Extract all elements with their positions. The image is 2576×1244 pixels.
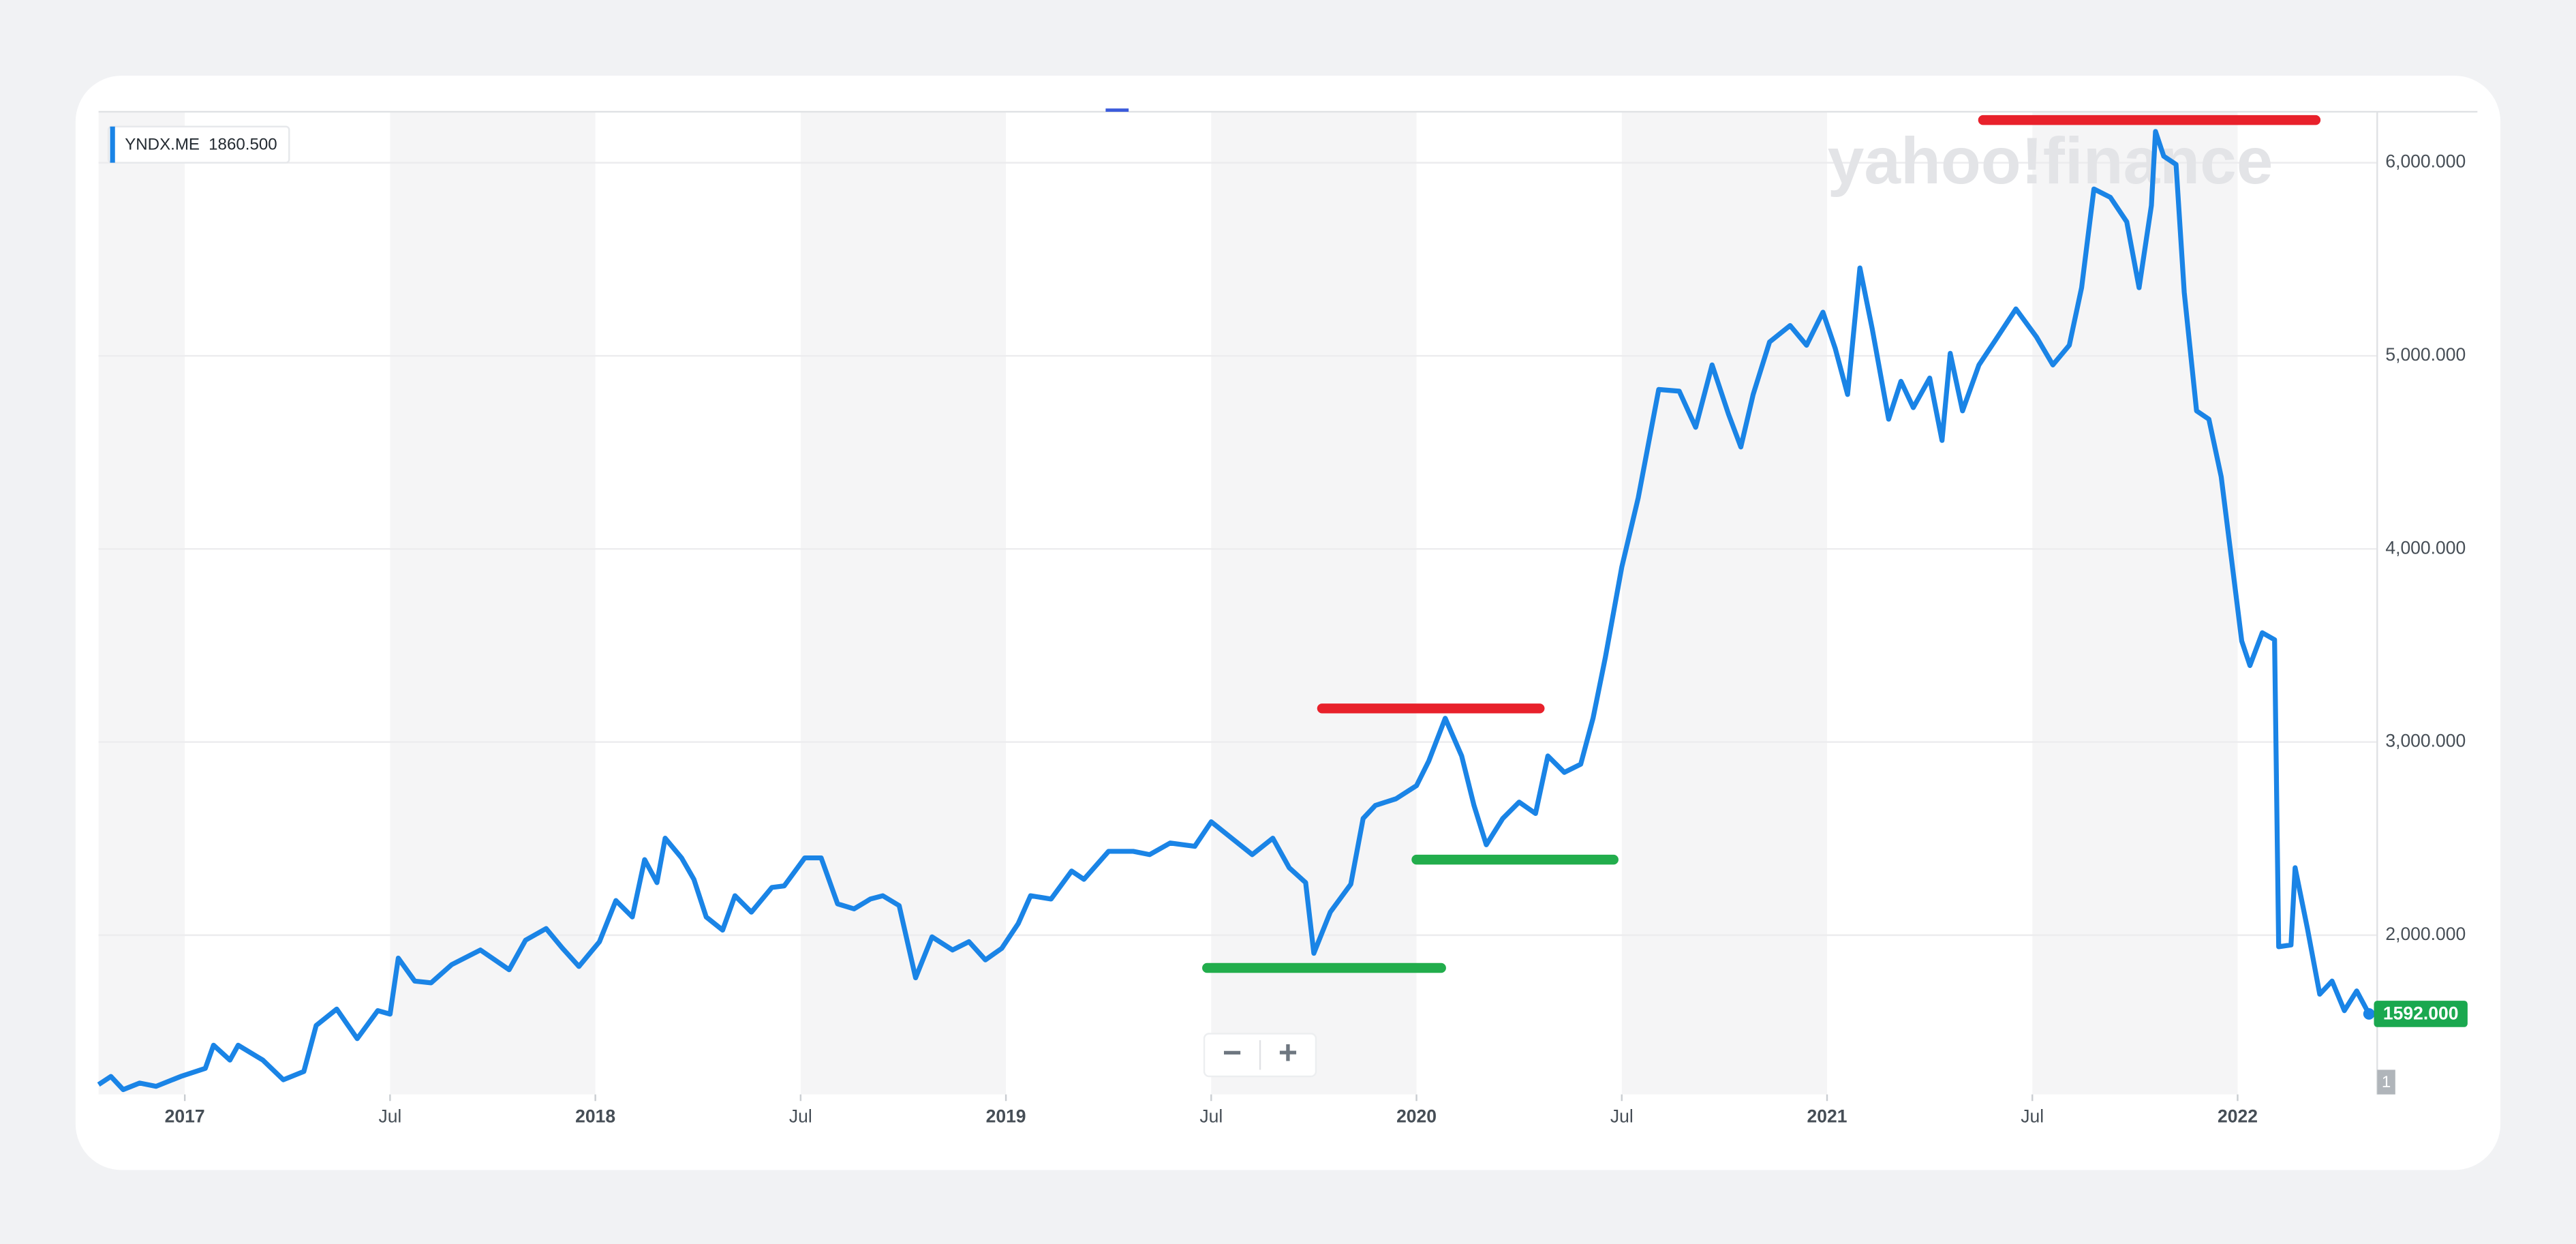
y-tick-label: 2,000.000: [2385, 924, 2466, 944]
x-tick-label: Jul: [1199, 1106, 1223, 1126]
legend-swatch: [110, 126, 115, 163]
volume-tag-box: [2377, 1069, 2395, 1095]
x-tick-label: 2020: [1396, 1106, 1437, 1126]
last-point: [2363, 1008, 2375, 1020]
x-tick-label: 2021: [1807, 1106, 1847, 1126]
price-line: [97, 129, 2372, 1093]
top-marker: [1105, 108, 1129, 112]
period-band: [98, 111, 185, 1095]
x-tick-label: 2019: [986, 1106, 1026, 1126]
x-tick-label: Jul: [1610, 1106, 1634, 1126]
zoom-out-button[interactable]: −: [1223, 1034, 1242, 1071]
x-tick-label: Jul: [378, 1106, 401, 1126]
y-tick-label: 5,000.000: [2385, 344, 2466, 365]
watermark: yahoo!finance: [1828, 125, 2273, 198]
volume-tag: 1: [2382, 1073, 2391, 1091]
x-tick-label: 2017: [165, 1106, 205, 1126]
grid: [98, 162, 2378, 1102]
zoom-controls: − +: [1203, 1033, 1317, 1078]
y-tick-label: 6,000.000: [2385, 151, 2466, 172]
legend-box: [107, 125, 290, 164]
period-band: [390, 111, 596, 1095]
legend-value: 1860.500: [209, 136, 277, 154]
x-tick-label: 2022: [2218, 1106, 2258, 1126]
x-tick-label: Jul: [2021, 1106, 2044, 1126]
x-tick-label: 2018: [575, 1106, 615, 1126]
zoom-in-button[interactable]: +: [1278, 1034, 1298, 1071]
x-tick-label: Jul: [789, 1106, 812, 1126]
y-tick-label: 4,000.000: [2385, 537, 2466, 558]
period-band: [1621, 111, 1828, 1095]
legend-label: YNDX.ME: [125, 136, 200, 154]
plot: [97, 115, 2375, 1093]
price-tag: 1592.000: [2383, 1003, 2459, 1024]
price-tag-box: [2374, 1001, 2468, 1027]
period-band: [1211, 111, 1417, 1095]
legend: YNDX.ME 1860.500: [107, 125, 290, 164]
y-tick-label: 3,000.000: [2385, 731, 2466, 751]
period-bands: [98, 111, 2238, 1095]
